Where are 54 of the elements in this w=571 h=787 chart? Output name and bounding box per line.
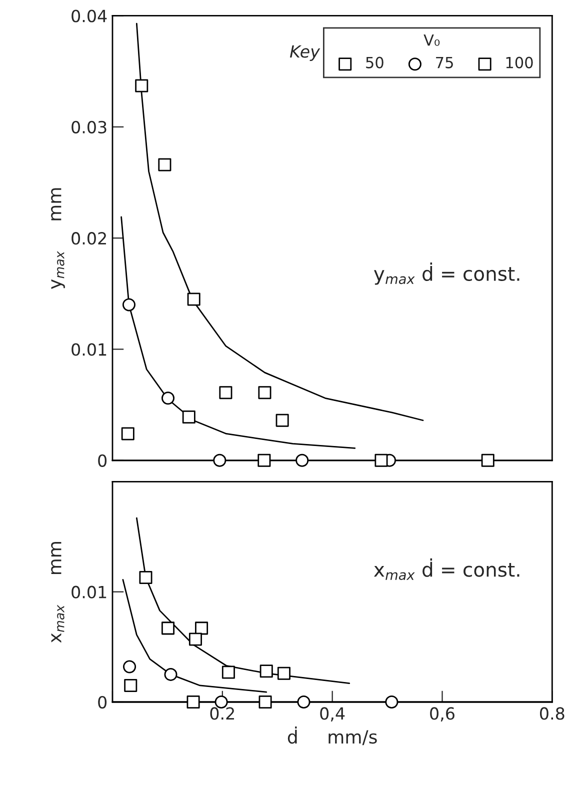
point bbox=[258, 696, 272, 709]
x-tick-label: 0.2 bbox=[210, 707, 234, 720]
annotation: x$_{max}$ ḋ = const. bbox=[374, 558, 520, 580]
line-series bbox=[136, 517, 350, 684]
point bbox=[481, 454, 494, 467]
legend-title: V₀ bbox=[424, 34, 440, 46]
point bbox=[164, 668, 178, 681]
x-tick-label: 0,4 bbox=[320, 707, 345, 722]
line-series bbox=[120, 216, 356, 449]
y-tick-label: 0.03 bbox=[72, 120, 106, 134]
point bbox=[374, 454, 388, 467]
point bbox=[258, 386, 272, 400]
annotation: Key bbox=[290, 45, 320, 61]
point bbox=[277, 666, 290, 680]
point bbox=[158, 158, 172, 172]
point bbox=[161, 622, 174, 635]
y-tick-label: 0.02 bbox=[72, 232, 106, 245]
point bbox=[121, 427, 134, 440]
point bbox=[161, 392, 174, 405]
text: x$_{max}$ mm bbox=[51, 542, 64, 643]
y-tick-label: 0.04 bbox=[72, 10, 107, 22]
point bbox=[186, 696, 200, 709]
legend-label: 75 bbox=[436, 56, 453, 68]
point bbox=[124, 678, 138, 692]
line-series bbox=[136, 22, 424, 422]
point bbox=[276, 414, 289, 427]
point bbox=[135, 79, 148, 92]
point bbox=[297, 696, 310, 709]
legend-label: 100 bbox=[506, 56, 533, 68]
point bbox=[260, 664, 273, 678]
point bbox=[222, 666, 235, 679]
point bbox=[188, 632, 202, 646]
point bbox=[385, 696, 398, 709]
y-tick-label: 0 bbox=[98, 454, 107, 467]
annotation: y$_{max}$ ḋ = const. bbox=[374, 262, 520, 285]
point bbox=[139, 570, 152, 584]
legend-label: 50 bbox=[366, 56, 384, 68]
y-tick-label: 0.01 bbox=[72, 586, 106, 598]
x-tick-label: 0,6 bbox=[430, 707, 454, 722]
x-tick-label: 0.8 bbox=[540, 707, 564, 720]
point bbox=[296, 454, 309, 467]
y-tick-label: 0 bbox=[98, 696, 107, 709]
point bbox=[187, 292, 200, 306]
text: y$_{max}$ mm bbox=[51, 188, 65, 289]
point bbox=[182, 410, 196, 424]
point bbox=[258, 454, 271, 467]
x-axis-title: ḋ mm/s bbox=[288, 726, 377, 746]
point bbox=[195, 622, 208, 635]
y-tick-label: 0.01 bbox=[72, 343, 106, 356]
line-series bbox=[122, 579, 268, 693]
point bbox=[123, 660, 136, 674]
point bbox=[213, 454, 226, 467]
point bbox=[219, 386, 232, 400]
point bbox=[122, 298, 136, 312]
